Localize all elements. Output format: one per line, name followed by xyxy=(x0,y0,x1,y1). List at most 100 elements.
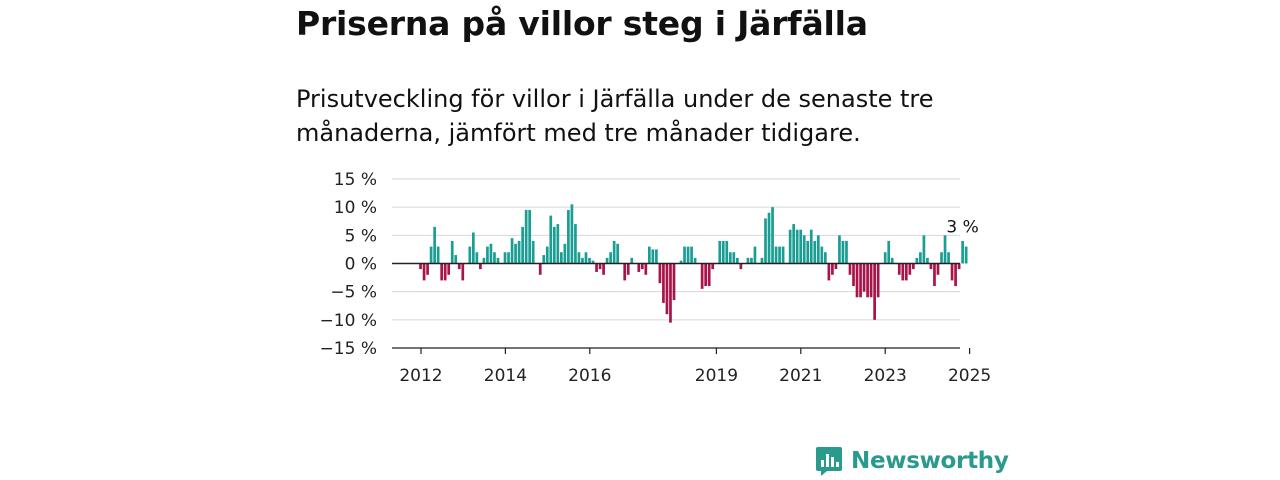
bar xyxy=(760,257,764,264)
bar xyxy=(704,263,708,287)
bar xyxy=(781,246,785,264)
bar xyxy=(605,257,609,264)
newsworthy-logo-icon xyxy=(816,447,842,476)
bar xyxy=(711,263,715,270)
bar xyxy=(637,263,641,272)
bar xyxy=(443,263,447,281)
bar xyxy=(721,240,725,264)
bar xyxy=(479,263,482,270)
bar xyxy=(866,263,869,298)
bar xyxy=(915,257,919,264)
bar xyxy=(922,235,926,264)
bar xyxy=(736,257,739,264)
bar xyxy=(788,229,792,264)
bar xyxy=(598,263,602,270)
bar xyxy=(651,249,655,264)
bar xyxy=(567,209,570,264)
bar xyxy=(690,246,693,264)
bar xyxy=(482,257,486,264)
bar xyxy=(419,263,422,270)
bar xyxy=(707,263,711,287)
bar xyxy=(820,246,824,264)
bar xyxy=(809,229,813,264)
bar xyxy=(577,252,581,264)
bar xyxy=(457,263,461,270)
y-tick-labels: 15 % 10 % 5 % 0 % −5 % −10 % −15 % xyxy=(320,170,377,359)
bar xyxy=(954,263,957,287)
bar xyxy=(549,215,553,264)
bar xyxy=(943,235,947,264)
bar xyxy=(584,252,588,264)
bar xyxy=(510,238,514,264)
latest-value-label: 3 % xyxy=(946,218,978,238)
bar xyxy=(648,246,651,264)
bar xyxy=(658,263,662,284)
bar xyxy=(602,263,605,275)
bar xyxy=(929,263,933,270)
bar xyxy=(876,263,880,298)
y-tick-label: −10 % xyxy=(320,311,377,331)
bar xyxy=(869,263,873,298)
y-tick-label: 10 % xyxy=(334,198,377,218)
bar xyxy=(961,240,964,264)
bar xyxy=(806,240,810,264)
x-tick-label: 2012 xyxy=(399,366,442,386)
bar xyxy=(940,252,943,264)
bar xyxy=(926,257,929,264)
x-tick-label: 2016 xyxy=(568,366,611,386)
bar xyxy=(429,246,433,264)
bar xyxy=(890,257,894,264)
bar xyxy=(612,240,616,264)
bar xyxy=(679,260,683,264)
bar xyxy=(486,246,489,264)
x-tick-label: 2023 xyxy=(864,366,907,386)
bar xyxy=(862,263,866,292)
bar xyxy=(686,246,690,264)
bar xyxy=(753,246,757,264)
bar xyxy=(845,240,848,264)
bar xyxy=(644,263,648,275)
bar xyxy=(609,252,612,264)
bar xyxy=(517,240,521,264)
bar xyxy=(700,263,704,289)
bar xyxy=(507,252,510,264)
bar xyxy=(426,263,429,275)
bar xyxy=(531,240,535,264)
bar xyxy=(792,224,796,264)
bar xyxy=(640,263,644,270)
bar xyxy=(827,263,831,281)
bar xyxy=(422,263,426,281)
bar xyxy=(802,235,806,264)
bar xyxy=(556,224,560,264)
bar xyxy=(591,260,595,264)
bar xyxy=(472,232,475,264)
bar xyxy=(626,263,630,275)
bar xyxy=(904,263,908,281)
bar xyxy=(552,226,556,264)
bar xyxy=(795,229,799,264)
bar xyxy=(964,246,968,264)
bar xyxy=(824,252,827,264)
bar xyxy=(950,263,954,281)
bar xyxy=(570,204,574,264)
bar xyxy=(468,246,472,264)
bar xyxy=(883,252,887,264)
bar xyxy=(545,246,549,264)
bar xyxy=(739,263,743,270)
bar xyxy=(841,240,845,264)
bar xyxy=(521,226,524,264)
bar xyxy=(838,235,841,264)
bar xyxy=(919,252,922,264)
y-tick-label: −5 % xyxy=(330,283,377,303)
bar xyxy=(595,263,598,272)
bar xyxy=(524,209,528,264)
bar xyxy=(750,257,753,264)
x-tick-labels: 2012 2014 2016 2019 2021 2023 2025 xyxy=(399,348,991,386)
bar xyxy=(859,263,862,298)
bar xyxy=(616,243,620,264)
bar xyxy=(503,252,507,264)
bar xyxy=(563,243,567,264)
bar xyxy=(912,263,915,270)
bar xyxy=(746,257,750,264)
bar xyxy=(908,263,912,275)
